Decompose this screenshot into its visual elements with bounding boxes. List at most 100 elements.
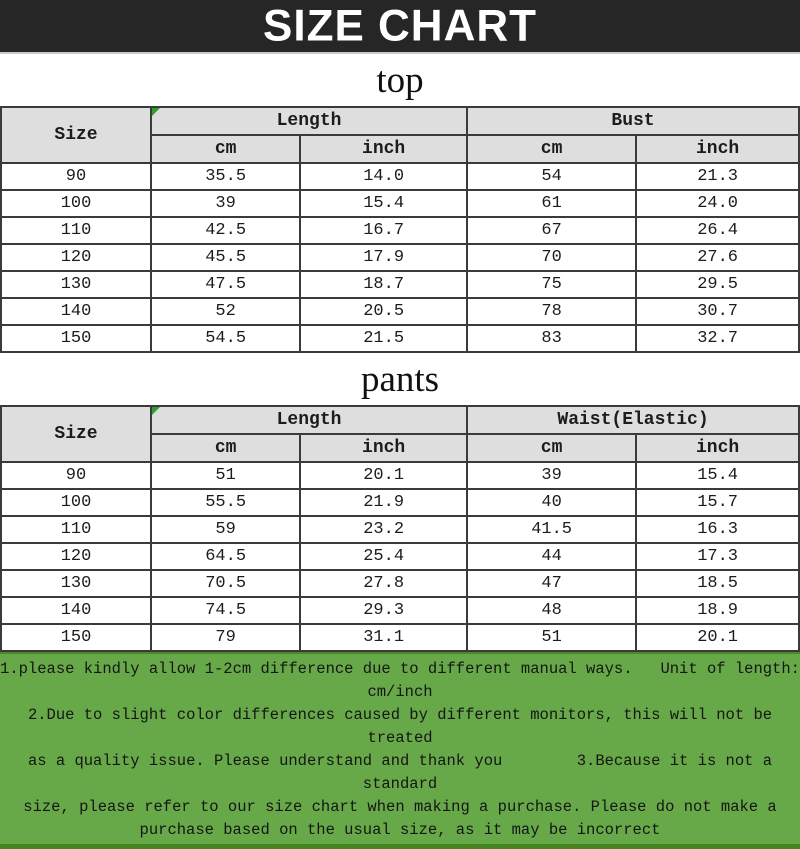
page-title: SIZE CHART	[263, 0, 537, 51]
table-cell: 14.0	[299, 162, 469, 191]
table-cell: 47	[466, 569, 638, 598]
pants-size-table: Size Length Waist(Elastic) cm inch cm in…	[0, 405, 800, 652]
table-row: 120 45.5 17.9 70 27.6	[0, 243, 800, 272]
table-cell: 150	[0, 623, 153, 652]
table-cell: 90	[0, 461, 153, 490]
table-cell: 42.5	[150, 216, 302, 245]
table-cell: 70.5	[150, 569, 302, 598]
unit-header-cm: cm	[150, 433, 302, 463]
table-cell: 32.7	[635, 324, 800, 353]
table-cell: 24.0	[635, 189, 800, 218]
table-cell: 150	[0, 324, 153, 353]
table-cell: 31.1	[299, 623, 469, 652]
length-group-header: Length	[150, 106, 469, 136]
size-column-header: Size	[0, 106, 153, 164]
table-cell: 18.7	[299, 270, 469, 299]
unit-header-inch: inch	[635, 433, 800, 463]
table-cell: 27.6	[635, 243, 800, 272]
table-cell: 52	[150, 297, 302, 326]
waist-group-header: Waist(Elastic)	[466, 405, 800, 435]
table-cell: 29.3	[299, 596, 469, 625]
footer-line: purchase based on the usual size, as it …	[139, 821, 661, 839]
table-cell: 61	[466, 189, 638, 218]
table-cell: 29.5	[635, 270, 800, 299]
pants-section-title: pants	[360, 358, 440, 400]
corner-marker-icon	[153, 408, 161, 415]
table-cell: 70	[466, 243, 638, 272]
table-header-row: Size Length Waist(Elastic)	[0, 405, 800, 463]
table-cell: 41.5	[466, 515, 638, 544]
table-unit-row: cm inch cm inch	[1, 433, 800, 463]
table-cell: 130	[0, 270, 153, 299]
table-row: 120 64.5 25.4 44 17.3	[0, 542, 800, 571]
table-cell: 17.9	[299, 243, 469, 272]
table-cell: 35.5	[150, 162, 302, 191]
table-header-row: Size Length Bust	[0, 106, 800, 164]
table-cell: 110	[0, 515, 153, 544]
footer-line: 1.please kindly allow 1-2cm difference d…	[0, 660, 800, 678]
table-cell: 20.1	[635, 623, 800, 652]
table-cell: 15.7	[635, 488, 800, 517]
unit-header-inch: inch	[299, 134, 469, 164]
top-section-title: top	[376, 59, 424, 101]
table-cell: 64.5	[150, 542, 302, 571]
top-size-table: Size Length Bust cm inch cm inch 90 35.5 1…	[0, 106, 800, 353]
table-cell: 110	[0, 216, 153, 245]
table-cell: 17.3	[635, 542, 800, 571]
table-cell: 23.2	[299, 515, 469, 544]
table-row: 110 42.5 16.7 67 26.4	[0, 216, 800, 245]
corner-marker-icon	[153, 109, 161, 116]
table-cell: 40	[466, 488, 638, 517]
table-cell: 130	[0, 569, 153, 598]
table-row: 150 79 31.1 51 20.1	[0, 623, 800, 652]
unit-header-cm: cm	[466, 134, 638, 164]
table-row: 90 35.5 14.0 54 21.3	[0, 162, 800, 191]
table-cell: 74.5	[150, 596, 302, 625]
table-cell: 39	[466, 461, 638, 490]
table-cell: 16.7	[299, 216, 469, 245]
table-cell: 90	[0, 162, 153, 191]
table-cell: 15.4	[299, 189, 469, 218]
table-cell: 75	[466, 270, 638, 299]
table-cell: 47.5	[150, 270, 302, 299]
table-cell: 21.5	[299, 324, 469, 353]
table-cell: 140	[0, 297, 153, 326]
table-cell: 59	[150, 515, 302, 544]
unit-header-inch: inch	[635, 134, 800, 164]
table-cell: 18.9	[635, 596, 800, 625]
size-column-header: Size	[0, 405, 153, 463]
table-row: 140 74.5 29.3 48 18.9	[0, 596, 800, 625]
table-cell: 55.5	[150, 488, 302, 517]
table-row: 110 59 23.2 41.5 16.3	[0, 515, 800, 544]
table-cell: 27.8	[299, 569, 469, 598]
table-cell: 39	[150, 189, 302, 218]
disclaimer-footer: 1.please kindly allow 1-2cm difference d…	[0, 652, 800, 849]
table-cell: 78	[466, 297, 638, 326]
table-row: 140 52 20.5 78 30.7	[0, 297, 800, 326]
table-cell: 100	[0, 488, 153, 517]
footer-line: as a quality issue. Please understand an…	[27, 752, 782, 793]
table-cell: 67	[466, 216, 638, 245]
table-cell: 44	[466, 542, 638, 571]
table-cell: 140	[0, 596, 153, 625]
table-cell: 120	[0, 542, 153, 571]
table-cell: 83	[466, 324, 638, 353]
footer-line: size, please refer to our size chart whe…	[23, 798, 777, 816]
table-cell: 26.4	[635, 216, 800, 245]
table-cell: 51	[150, 461, 302, 490]
top-table-body: 90 35.5 14.0 54 21.3 100 39 15.4 61 24.0 110 42.5 16…	[0, 162, 800, 353]
table-cell: 21.9	[299, 488, 469, 517]
unit-header-cm: cm	[150, 134, 302, 164]
bust-group-header: Bust	[466, 106, 800, 136]
table-cell: 100	[0, 189, 153, 218]
table-unit-row: cm inch cm inch	[1, 134, 800, 164]
footer-line: 2.Due to slight color differences caused…	[27, 706, 782, 747]
table-row: 90 51 20.1 39 15.4	[0, 461, 800, 490]
size-chart-banner: SIZE CHART	[0, 0, 800, 54]
pants-table-body: 90 51 20.1 39 15.4 100 55.5 21.9 40 15.7 110 59 23.2…	[0, 461, 800, 652]
length-group-label: Length	[276, 111, 342, 131]
length-group-label: Length	[276, 410, 342, 430]
table-cell: 25.4	[299, 542, 469, 571]
table-cell: 79	[150, 623, 302, 652]
bust-group-label: Bust	[611, 111, 655, 131]
